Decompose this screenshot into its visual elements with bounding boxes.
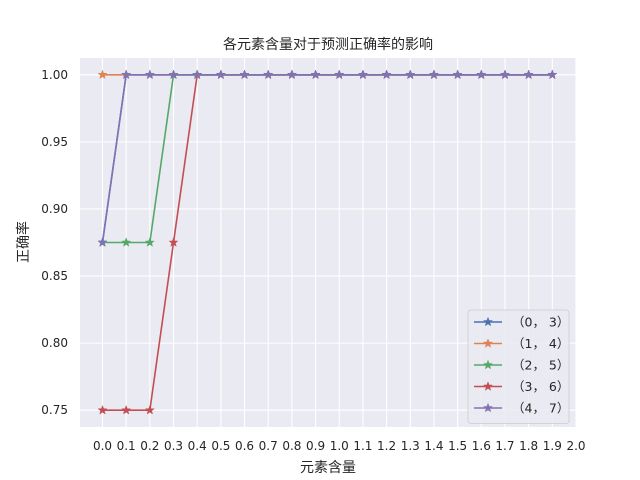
legend-swatch-marker xyxy=(482,338,494,348)
data-point-marker xyxy=(547,69,558,80)
x-tick-label: 0.9 xyxy=(306,439,325,453)
x-axis-label: 元素含量 xyxy=(300,460,356,476)
legend-swatch-marker xyxy=(482,381,494,391)
x-tick-label: 0.5 xyxy=(211,439,230,453)
x-tick-label: 1.1 xyxy=(353,439,372,453)
data-point-marker xyxy=(144,404,155,415)
x-tick-label: 1.7 xyxy=(495,439,514,453)
legend-label: （4， 7） xyxy=(512,401,569,416)
y-tick-label: 0.75 xyxy=(41,403,68,417)
data-point-marker xyxy=(523,69,534,80)
x-tick-label: 1.3 xyxy=(401,439,420,453)
data-point-marker xyxy=(192,69,203,80)
legend-label: （3， 6） xyxy=(512,379,569,394)
legend-box xyxy=(467,309,570,424)
data-point-marker xyxy=(144,69,155,80)
x-tick-label: 0.0 xyxy=(93,439,112,453)
legend-label: （2， 5） xyxy=(512,358,569,373)
x-tick-label: 0.1 xyxy=(117,439,136,453)
x-tick-label: 0.4 xyxy=(188,439,207,453)
legend-swatch-marker xyxy=(482,402,494,413)
data-point-marker xyxy=(168,237,179,247)
data-point-marker xyxy=(239,69,250,80)
data-point-marker xyxy=(97,404,108,415)
x-tick-label: 1.0 xyxy=(330,439,349,453)
x-tick-label: 1.8 xyxy=(519,439,538,453)
x-tick-label: 1.6 xyxy=(472,439,491,453)
x-tick-label: 2.0 xyxy=(566,439,585,453)
y-axis-label: 正确率 xyxy=(15,221,32,263)
data-point-marker xyxy=(97,69,108,80)
y-tick-labels: 0.75 0.80 0.85 0.90 0.95 1.00 xyxy=(41,68,68,417)
data-point-marker xyxy=(310,69,321,80)
data-point-marker xyxy=(499,69,511,80)
data-point-marker xyxy=(381,69,392,80)
data-point-marker xyxy=(168,69,179,80)
data-point-marker xyxy=(121,404,132,415)
legend-label: （1， 4） xyxy=(512,336,569,351)
data-point-marker xyxy=(428,69,439,80)
legend-swatch-marker xyxy=(482,316,494,327)
x-tick-label: 0.2 xyxy=(140,439,159,453)
y-tick-label: 1.00 xyxy=(41,68,68,82)
series-group xyxy=(97,69,558,247)
x-tick-label: 1.4 xyxy=(424,439,443,453)
y-tick-label: 0.85 xyxy=(41,269,68,283)
data-point-marker xyxy=(476,69,487,80)
legend-label: （0， 3） xyxy=(512,315,569,330)
data-point-marker xyxy=(121,237,132,247)
y-tick-label: 0.90 xyxy=(41,202,68,216)
data-point-marker xyxy=(357,69,368,80)
x-tick-labels: 0.0 0.1 0.2 0.3 0.4 0.5 0.6 0.7 0.8 0.9 1.0 1.1 1.2 1… xyxy=(93,439,586,453)
legend: （0， 3） （1， 4） （2， 5） （3， 6） （4， 7） xyxy=(467,309,570,424)
data-point-marker xyxy=(452,69,463,80)
x-tick-label: 0.8 xyxy=(282,439,301,453)
series-line xyxy=(101,73,553,243)
data-point-marker xyxy=(215,69,226,80)
y-tick-label: 0.95 xyxy=(41,135,68,149)
x-tick-label: 0.3 xyxy=(164,439,183,453)
legend-swatch-marker xyxy=(482,359,494,370)
data-point-marker xyxy=(286,69,297,80)
x-tick-label: 0.7 xyxy=(259,439,278,453)
data-point-marker xyxy=(263,69,274,80)
x-tick-label: 1.2 xyxy=(377,439,396,453)
data-point-marker xyxy=(121,69,132,80)
y-tick-label: 0.80 xyxy=(41,336,68,350)
data-point-marker xyxy=(97,237,108,247)
data-point-marker xyxy=(405,69,416,80)
x-tick-label: 1.5 xyxy=(448,439,467,453)
series-layer xyxy=(97,69,558,415)
data-point-marker xyxy=(144,237,155,247)
x-tick-label: 0.6 xyxy=(235,439,254,453)
x-tick-label: 1.9 xyxy=(543,439,562,453)
chart-title: 各元素含量对于预测正确率的影响 xyxy=(223,36,433,53)
data-point-marker xyxy=(334,69,345,80)
